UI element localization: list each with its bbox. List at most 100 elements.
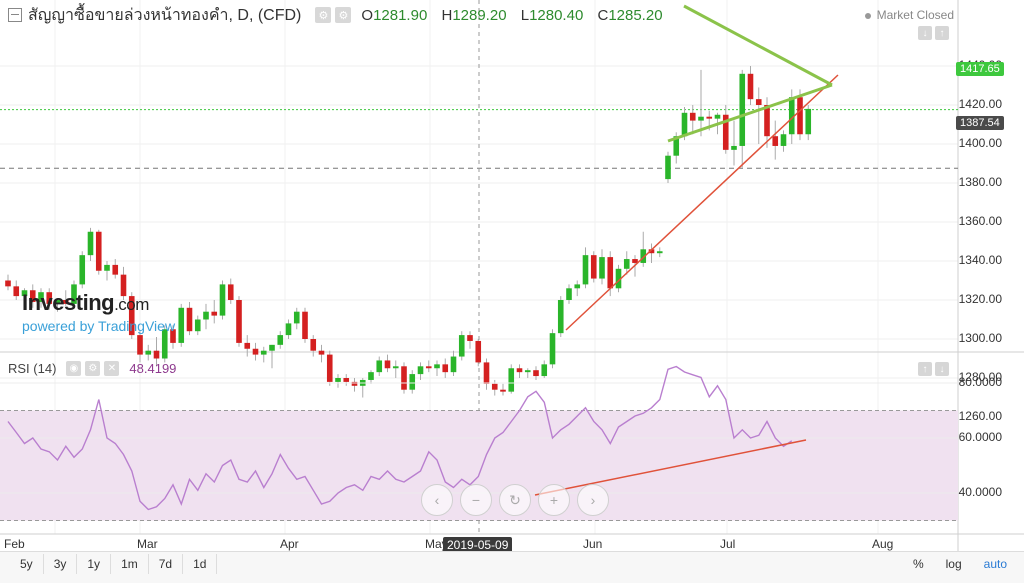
trendline-support xyxy=(565,74,839,331)
candle-body xyxy=(417,366,424,375)
candle-body xyxy=(640,249,647,263)
zoom-in-button[interactable]: + xyxy=(538,484,570,516)
hline-price-tag: 1387.54 xyxy=(956,116,1004,130)
settings-icon[interactable]: ⚙ xyxy=(315,7,332,23)
candle-body xyxy=(277,335,284,345)
candle-body xyxy=(557,300,564,334)
candle-body xyxy=(310,339,317,351)
price-tick-label: 1400.00 xyxy=(958,136,1002,150)
candle-body xyxy=(29,290,36,302)
candle-body xyxy=(500,389,506,392)
close-label: C xyxy=(597,6,609,24)
time-tick-label: May xyxy=(425,537,448,551)
candle-body xyxy=(244,342,251,349)
timeframe-7d[interactable]: 7d xyxy=(149,554,184,574)
candle-body xyxy=(458,335,465,357)
move-up-icon[interactable]: ↑ xyxy=(918,362,932,376)
navigation-buttons: ‹ − ↻ + › xyxy=(421,484,609,516)
zoom-out-button[interactable]: − xyxy=(460,484,492,516)
scroll-left-button[interactable]: ‹ xyxy=(421,484,453,516)
candle-body xyxy=(120,274,127,297)
ohlc-values: O1281.90 H1289.20 L1280.40 C1285.20 xyxy=(361,7,672,24)
candle-body xyxy=(574,284,581,289)
candle-body xyxy=(318,350,325,355)
candle-body xyxy=(590,255,597,279)
candle-body xyxy=(648,249,655,254)
time-tick-label: Apr xyxy=(280,537,299,551)
rsi-header: RSI (14) ◉ ⚙ ✕ 48.4199 xyxy=(8,361,176,376)
powered-by-text: powered by TradingView xyxy=(22,318,176,334)
gear-icon[interactable]: ⚙ xyxy=(335,7,352,23)
candle-body xyxy=(392,366,399,369)
percent-scale-button[interactable]: % xyxy=(912,557,924,571)
candle-body xyxy=(211,311,218,316)
candle-body xyxy=(805,108,812,135)
log-scale-button[interactable]: log xyxy=(945,557,962,571)
open-label: O xyxy=(361,6,374,24)
candle-body xyxy=(145,350,152,355)
candle-body xyxy=(384,360,391,369)
high-value: 1289.20 xyxy=(452,6,507,24)
low-value: 1280.40 xyxy=(529,6,584,24)
candle-body xyxy=(269,344,275,351)
scroll-right-button[interactable]: › xyxy=(577,484,609,516)
candle-body xyxy=(516,368,523,373)
candle-body xyxy=(475,340,482,363)
collapse-icon[interactable] xyxy=(8,8,22,22)
low-label: L xyxy=(520,6,530,24)
candle-body xyxy=(252,348,259,355)
triangle-lower-line xyxy=(667,83,833,143)
candle-body xyxy=(722,114,729,150)
timeframe-1y[interactable]: 1y xyxy=(77,554,112,574)
timeframe-5y[interactable]: 5y xyxy=(10,554,44,574)
timeframe-1m[interactable]: 1m xyxy=(111,554,149,574)
candle-body xyxy=(467,335,473,341)
timeframe-1d[interactable]: 1d xyxy=(183,554,218,574)
candle-body xyxy=(549,333,556,365)
timeframe-3y[interactable]: 3y xyxy=(44,554,78,574)
time-tick-label: Feb xyxy=(4,537,25,551)
candle-body xyxy=(137,335,143,355)
candle-body xyxy=(731,145,737,150)
candle-body xyxy=(508,368,515,392)
candle-body xyxy=(772,136,779,146)
price-tick-label: 1340.00 xyxy=(958,253,1002,267)
rsi-trendline xyxy=(534,439,807,496)
candle-body xyxy=(533,370,539,377)
price-tick-label: 1320.00 xyxy=(958,292,1002,306)
candle-body xyxy=(46,292,53,304)
candle-body xyxy=(491,383,498,390)
candle-body xyxy=(755,99,762,105)
candle-body xyxy=(665,155,671,180)
gear-icon[interactable]: ⚙ xyxy=(85,361,101,376)
candle-body xyxy=(351,381,358,386)
move-up-icon[interactable]: ↑ xyxy=(935,26,949,40)
candle-body xyxy=(302,311,308,339)
candle-body xyxy=(194,319,201,332)
auto-scale-button[interactable]: auto xyxy=(983,557,1007,571)
price-tick-label: 1420.00 xyxy=(958,97,1002,111)
open-value: 1281.90 xyxy=(373,6,428,24)
market-status: Market Closed xyxy=(865,8,954,22)
candle-body xyxy=(599,257,605,279)
reset-button[interactable]: ↻ xyxy=(499,484,531,516)
candle-body xyxy=(178,307,185,343)
candle-body xyxy=(780,134,787,146)
candle-body xyxy=(788,97,795,135)
rsi-tick-label: 40.0000 xyxy=(958,485,1002,499)
investing-logo: Investing.com xyxy=(22,290,149,315)
candle-body xyxy=(104,264,110,271)
time-tick-label: Jul xyxy=(720,537,736,551)
candle-body xyxy=(706,116,713,119)
symbol-title: สัญญาซื้อขายล่วงหน้าทองคำ, D, (CFD) xyxy=(28,6,302,24)
close-icon[interactable]: ✕ xyxy=(104,361,120,376)
triangle-upper-line xyxy=(683,4,833,87)
move-down-icon[interactable]: ↓ xyxy=(935,362,949,376)
candle-body xyxy=(401,366,407,390)
move-down-icon[interactable]: ↓ xyxy=(918,26,932,40)
candle-body xyxy=(623,259,630,269)
eye-icon[interactable]: ◉ xyxy=(66,361,82,376)
candle-body xyxy=(293,311,300,324)
candle-body xyxy=(71,284,77,304)
rsi-label: RSI (14) xyxy=(8,361,57,376)
